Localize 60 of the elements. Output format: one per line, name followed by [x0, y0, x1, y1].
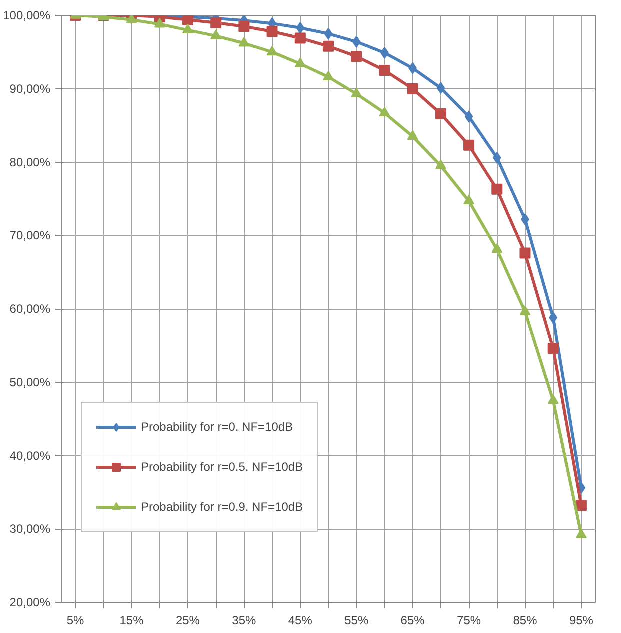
point [407, 130, 418, 140]
point [294, 58, 306, 68]
point [492, 243, 503, 253]
point [436, 82, 446, 94]
point [548, 343, 559, 354]
x-tick-label: 75% [457, 614, 482, 628]
y-tick-label: 90,00% [10, 82, 51, 96]
point [266, 26, 278, 38]
point [435, 108, 446, 120]
point [435, 160, 446, 170]
point [351, 51, 362, 62]
point [351, 88, 362, 98]
x-tick-label: 5% [66, 614, 85, 628]
point [324, 28, 333, 40]
point [379, 106, 390, 116]
point [549, 312, 558, 324]
y-tick-label: 40,00% [10, 448, 51, 463]
point [182, 24, 194, 34]
point [464, 140, 475, 151]
point [379, 65, 390, 76]
legend-label: Probability for r=0.9. NF=10dB [141, 500, 304, 514]
x-tick-label: 35% [232, 614, 257, 628]
x-tick-label: 55% [344, 614, 369, 628]
y-tick-label: 70,00% [10, 228, 51, 243]
point [576, 500, 587, 512]
point [576, 528, 587, 538]
point [548, 394, 559, 404]
point [464, 110, 474, 123]
y-tick-label: 30,00% [10, 522, 51, 536]
y-tick-label: 100,00% [3, 8, 51, 22]
y-tick-label: 20,00% [10, 596, 51, 610]
x-tick-label: 25% [176, 614, 200, 628]
x-tick-label: 45% [288, 614, 313, 628]
point [520, 248, 531, 259]
point [352, 36, 361, 48]
point [266, 46, 278, 56]
point [210, 30, 222, 40]
y-tick-label: 50,00% [10, 375, 51, 390]
y-tick-label: 80,00% [10, 155, 51, 170]
x-tick-label: 15% [120, 614, 144, 628]
point [238, 37, 250, 47]
x-tick-label: 95% [569, 614, 594, 628]
x-tick-label: 85% [513, 614, 538, 628]
legend-label: Probability for r=0.5. NF=10dB [141, 460, 304, 474]
y-tick-label: 60,00% [10, 302, 51, 316]
point [210, 17, 222, 28]
point [407, 83, 418, 94]
point [492, 152, 502, 164]
point [520, 306, 531, 316]
point [492, 184, 503, 195]
point [182, 16, 194, 26]
point [154, 18, 166, 28]
point [464, 194, 475, 205]
point [323, 40, 334, 52]
x-tick-label: 65% [400, 614, 426, 628]
point [296, 22, 305, 34]
legend-label: Probability for r=0. NF=10dB [141, 420, 294, 434]
point [294, 32, 306, 44]
point [238, 21, 250, 32]
point [323, 70, 334, 81]
